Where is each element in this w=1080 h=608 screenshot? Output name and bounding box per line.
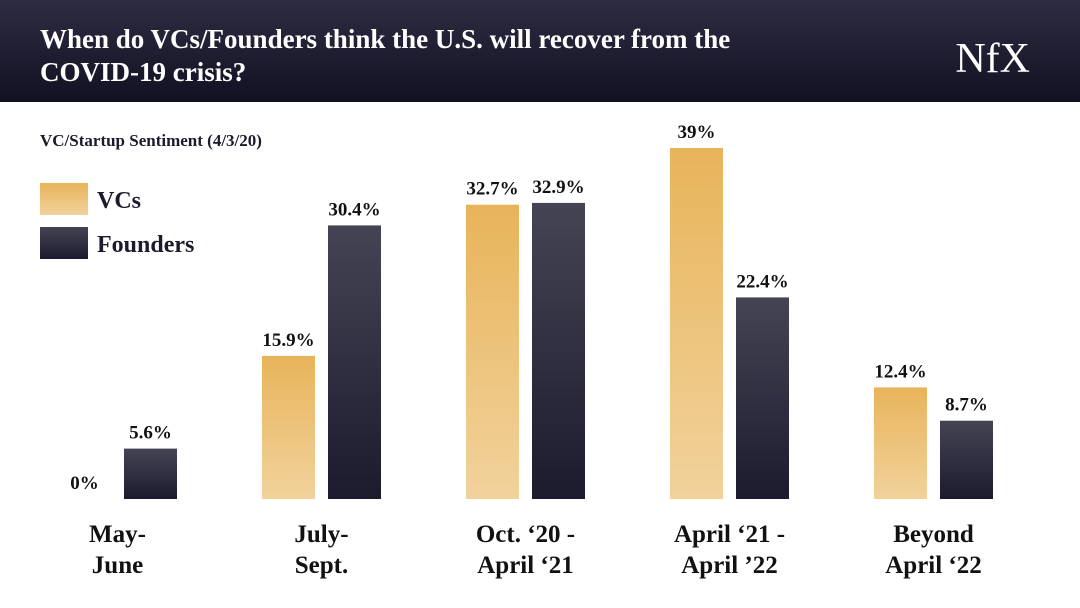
- bar: [940, 420, 993, 499]
- chart-title: COVID-19 crisis?: [40, 57, 246, 87]
- legend-swatch: [40, 183, 88, 215]
- bar: [124, 448, 177, 499]
- value-label: 5.6%: [129, 423, 172, 444]
- bar: [466, 204, 519, 499]
- value-label: 32.7%: [466, 179, 518, 200]
- x-tick-label: May-: [89, 521, 146, 548]
- header-band: [0, 0, 1080, 102]
- x-tick-label: April ‘21: [477, 552, 574, 579]
- value-label: 30.4%: [328, 199, 380, 220]
- x-tick-label: April ‘21 -: [674, 521, 785, 548]
- x-tick-label: April ’22: [681, 552, 778, 579]
- legend-label: VCs: [97, 188, 141, 214]
- value-label: 15.9%: [262, 330, 314, 351]
- bar: [874, 387, 927, 499]
- value-label: 8.7%: [945, 395, 988, 416]
- brand-logo: NfX: [955, 36, 1030, 82]
- x-tick-label: July-: [294, 521, 348, 548]
- subtitle: VC/Startup Sentiment (4/3/20): [40, 131, 262, 150]
- value-label: 32.9%: [532, 177, 584, 198]
- bar: [262, 355, 315, 499]
- bar: [670, 148, 723, 499]
- value-label: 12.4%: [874, 361, 926, 382]
- bar: [736, 297, 789, 499]
- legend-label: Founders: [97, 232, 194, 258]
- bar: [328, 225, 381, 499]
- bar: [532, 202, 585, 499]
- value-label: 22.4%: [736, 271, 788, 292]
- x-tick-label: Beyond: [893, 521, 974, 548]
- value-label: 0%: [70, 473, 99, 494]
- x-tick-label: Oct. ‘20 -: [476, 521, 575, 548]
- x-tick-label: April ‘22: [885, 552, 982, 579]
- x-tick-label: Sept.: [295, 552, 348, 579]
- x-tick-label: June: [92, 552, 143, 579]
- value-label: 39%: [678, 122, 716, 143]
- chart-title: When do VCs/Founders think the U.S. will…: [40, 24, 730, 54]
- legend-swatch: [40, 227, 88, 259]
